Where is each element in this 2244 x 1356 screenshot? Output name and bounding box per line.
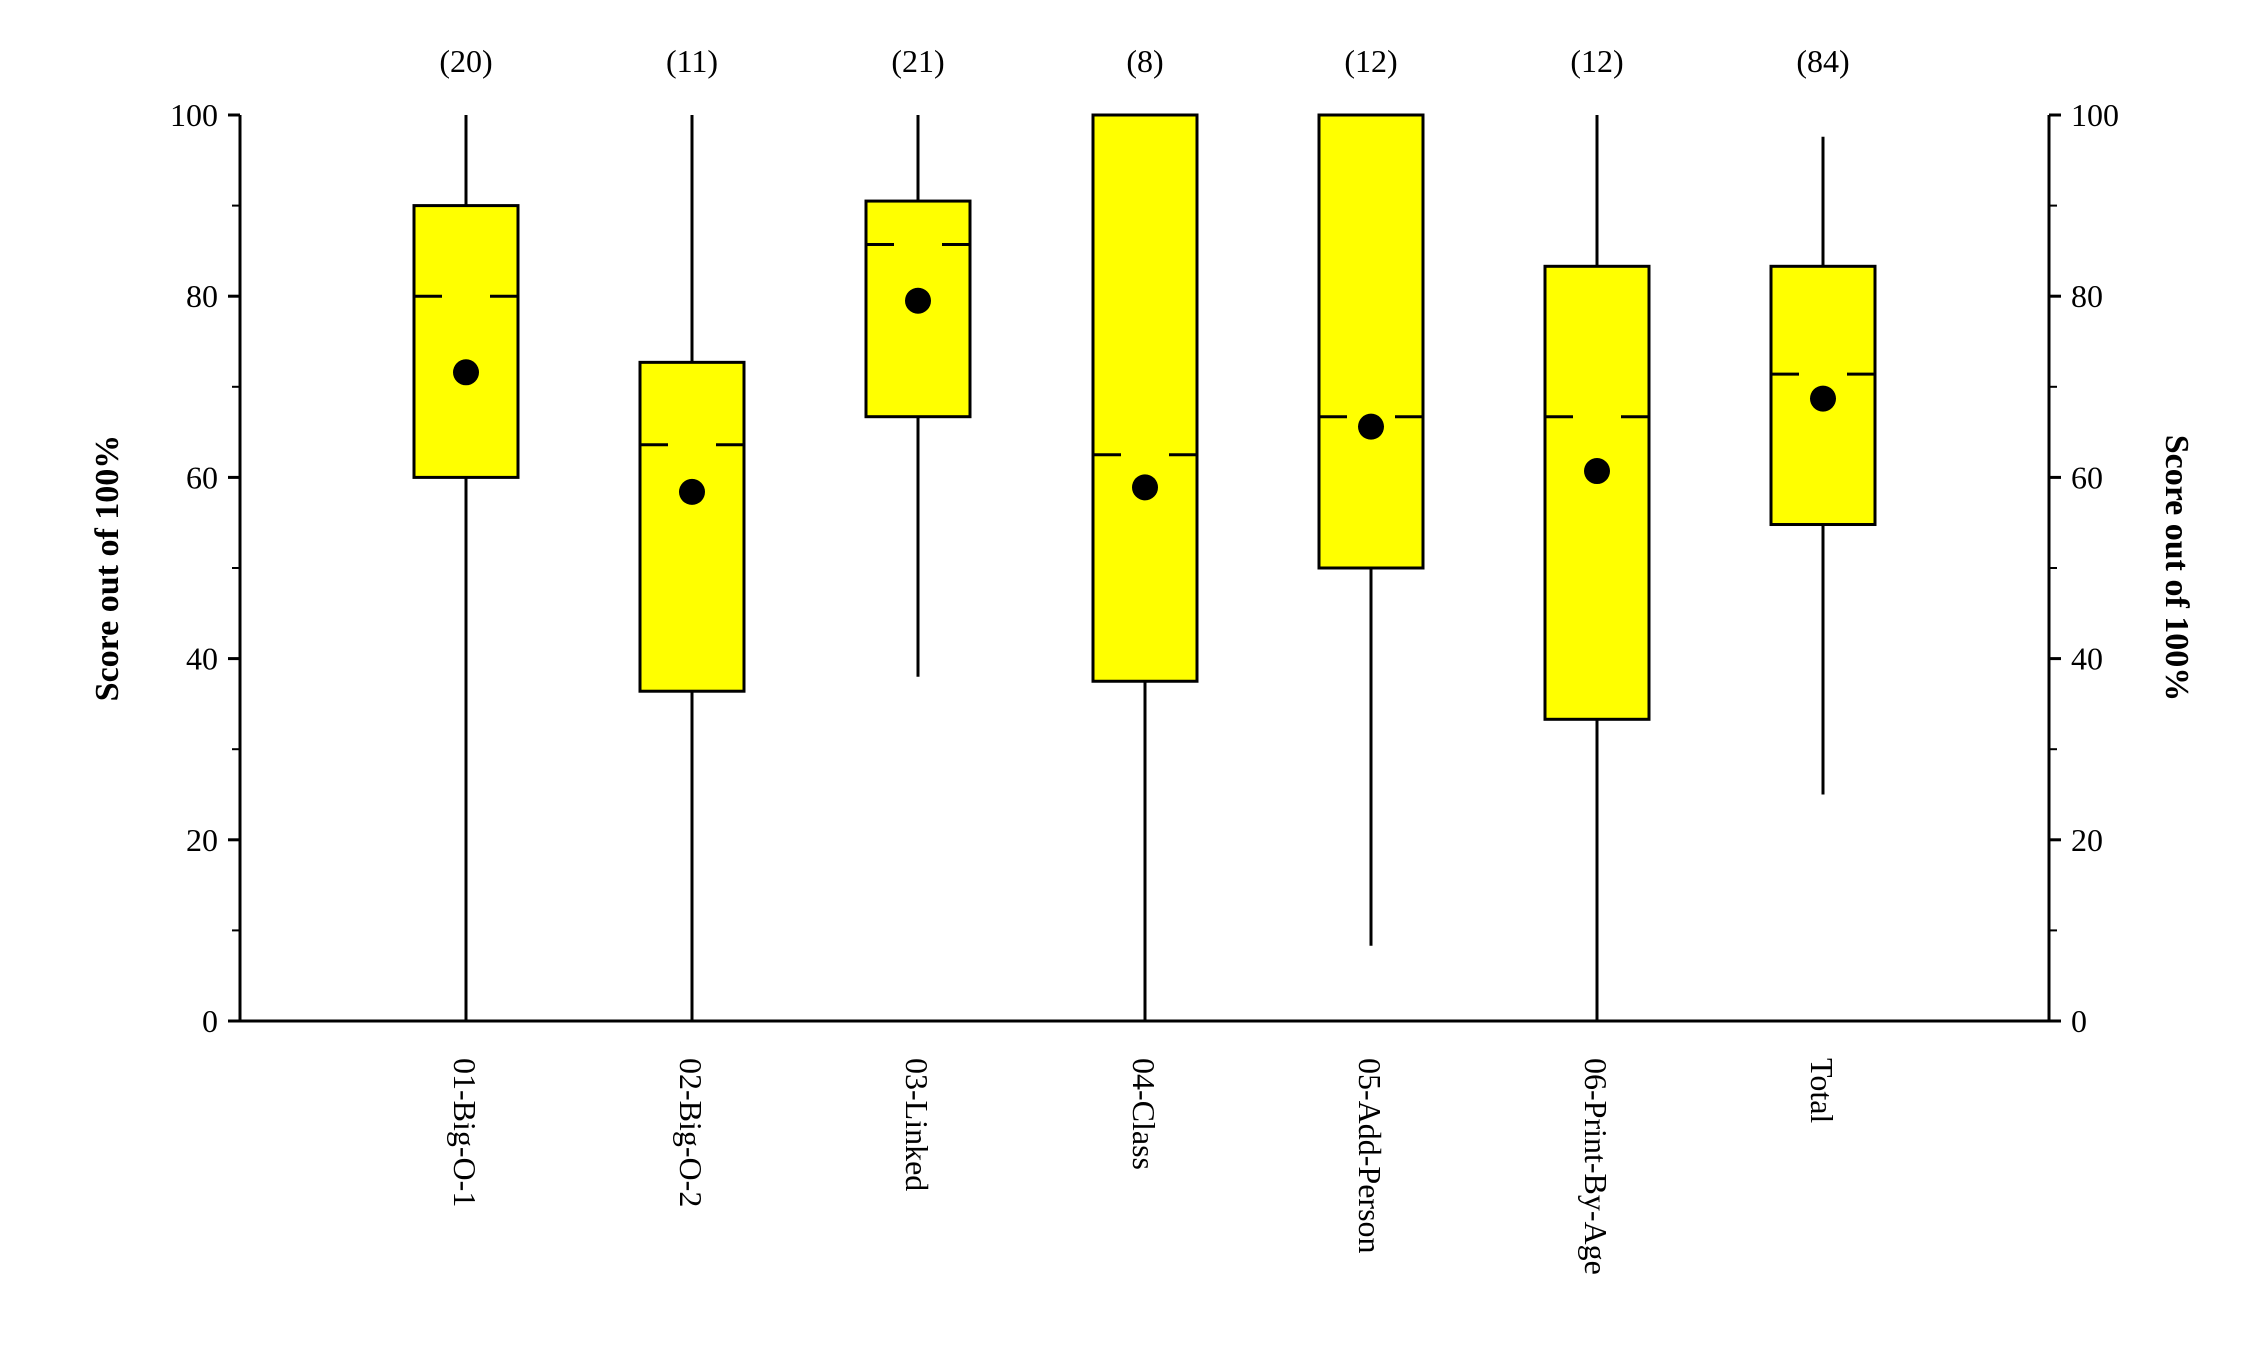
box bbox=[412, 204, 520, 479]
left-y-tick-label: 100 bbox=[170, 97, 218, 133]
mean-point bbox=[1132, 474, 1158, 501]
box-group: (11) 02-Big-O-2 bbox=[638, 43, 746, 1207]
mean-point bbox=[679, 478, 705, 505]
count-label: (84) bbox=[1796, 43, 1849, 79]
box-group: (8) 04-Class bbox=[1091, 43, 1199, 1170]
count-label: (12) bbox=[1570, 43, 1623, 79]
count-label: (12) bbox=[1344, 43, 1397, 79]
box bbox=[1091, 113, 1199, 683]
right-y-axis-label: Score out of 100% bbox=[2158, 435, 2195, 702]
right-y-tick-label: 0 bbox=[2071, 1003, 2087, 1039]
mean-point bbox=[453, 359, 479, 386]
category-label: 01-Big-O-1 bbox=[447, 1058, 483, 1207]
right-y-tick-label: 40 bbox=[2071, 641, 2103, 677]
box-group: (12) 05-Add-Person bbox=[1317, 43, 1425, 1254]
left-y-tick-label: 40 bbox=[186, 641, 218, 677]
mean-point bbox=[1584, 458, 1610, 485]
category-label: Total bbox=[1804, 1058, 1840, 1123]
category-label: 06-Print-By-Age bbox=[1578, 1058, 1614, 1275]
box bbox=[1317, 113, 1425, 570]
count-label: (20) bbox=[439, 43, 492, 79]
right-y-tick-label: 20 bbox=[2071, 822, 2103, 858]
y-ticks: 0 0 20 20 40 40 60 60 80 80 100 100 bbox=[170, 97, 2119, 1039]
count-label: (11) bbox=[666, 43, 718, 79]
mean-point bbox=[1358, 413, 1384, 440]
left-y-tick-label: 20 bbox=[186, 822, 218, 858]
plot-marks: (20) 01-Big-O-1 (11) 02-Big-O-2 (21) 03-Linke… bbox=[412, 43, 1877, 1275]
box bbox=[638, 360, 746, 693]
mean-point bbox=[905, 287, 931, 314]
box-group: (20) 01-Big-O-1 bbox=[412, 43, 520, 1207]
box-group: (84) Total bbox=[1769, 43, 1877, 1123]
right-y-tick-label: 80 bbox=[2071, 278, 2103, 314]
left-y-tick-label: 60 bbox=[186, 459, 218, 495]
count-label: (8) bbox=[1126, 43, 1163, 79]
category-label: 02-Big-O-2 bbox=[673, 1058, 709, 1207]
left-y-axis-label: Score out of 100% bbox=[89, 435, 126, 702]
category-label: 05-Add-Person bbox=[1352, 1058, 1388, 1254]
category-label: 03-Linked bbox=[899, 1058, 935, 1191]
left-y-tick-label: 80 bbox=[186, 278, 218, 314]
box-group: (21) 03-Linked bbox=[864, 43, 972, 1191]
right-y-tick-label: 60 bbox=[2071, 459, 2103, 495]
box bbox=[1543, 264, 1651, 721]
box-group: (12) 06-Print-By-Age bbox=[1543, 43, 1651, 1275]
count-label: (21) bbox=[891, 43, 944, 79]
right-y-tick-label: 100 bbox=[2071, 97, 2119, 133]
left-y-tick-label: 0 bbox=[202, 1003, 218, 1039]
mean-point bbox=[1810, 385, 1836, 412]
category-label: 04-Class bbox=[1126, 1058, 1162, 1170]
